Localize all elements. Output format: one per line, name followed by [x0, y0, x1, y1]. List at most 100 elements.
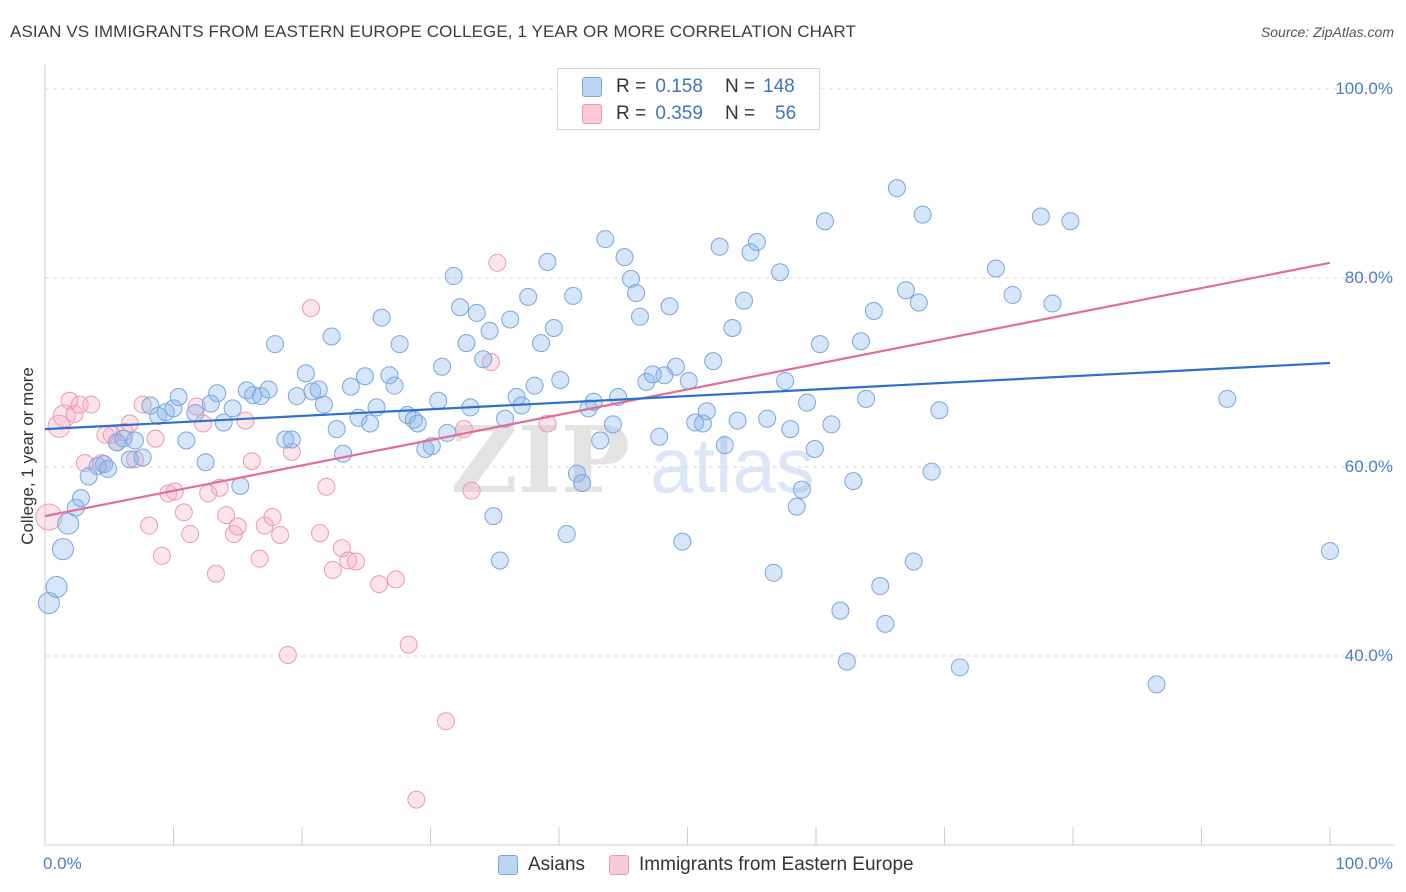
- point-immigrants: [263, 508, 282, 527]
- x-tick-label: 100.0%: [1335, 854, 1393, 873]
- legend-r-label: R =: [616, 76, 647, 97]
- point-asians: [266, 335, 285, 354]
- legend-item-asians: Asians: [498, 854, 585, 876]
- point-asians: [480, 321, 499, 340]
- point-asians: [196, 453, 215, 472]
- watermark-atlas: atlas: [650, 421, 815, 509]
- point-asians: [621, 269, 640, 288]
- point-asians: [573, 474, 592, 493]
- legend-row-asians: R = 0.158 N = 148: [582, 76, 795, 98]
- point-asians: [169, 388, 188, 407]
- watermark-zip: ZIP: [451, 406, 630, 514]
- point-immigrants: [242, 452, 261, 471]
- point-asians: [37, 592, 60, 615]
- trend-line-immigrants: [44, 261, 1331, 518]
- point-immigrants: [60, 391, 79, 410]
- point-asians: [372, 308, 391, 327]
- point-asians: [673, 532, 692, 551]
- point-asians: [467, 303, 486, 322]
- point-immigrants: [370, 575, 389, 594]
- point-asians: [408, 414, 427, 433]
- point-asians: [201, 394, 220, 413]
- point-asians: [361, 414, 380, 433]
- point-asians: [433, 357, 452, 376]
- point-asians: [896, 281, 915, 300]
- point-immigrants: [206, 564, 225, 583]
- y-axis-label: College, 1 year or more: [18, 367, 37, 545]
- point-asians: [792, 480, 811, 499]
- point-immigrants: [488, 253, 507, 272]
- point-asians: [177, 431, 196, 450]
- point-immigrants: [140, 516, 159, 535]
- point-asians: [1043, 294, 1062, 313]
- point-asians: [986, 259, 1005, 278]
- point-asians: [764, 563, 783, 582]
- point-asians: [1031, 207, 1050, 226]
- point-asians: [444, 267, 463, 286]
- point-asians: [660, 297, 679, 316]
- point-asians: [715, 436, 734, 455]
- point-asians: [282, 430, 301, 449]
- point-asians: [538, 252, 557, 271]
- legend-n-value: 148: [763, 76, 795, 97]
- legend-r-label: R =: [616, 103, 647, 124]
- legend-swatch-asians: [498, 855, 518, 875]
- point-asians: [223, 399, 242, 418]
- point-asians: [327, 420, 346, 439]
- point-asians: [71, 489, 90, 508]
- point-immigrants: [278, 646, 297, 665]
- point-asians: [844, 472, 863, 491]
- point-asians: [390, 335, 409, 354]
- point-asians: [237, 381, 256, 400]
- point-asians: [303, 382, 322, 401]
- point-asians: [810, 335, 829, 354]
- point-asians: [429, 391, 448, 410]
- point-asians: [322, 327, 341, 346]
- trend-lines: [44, 261, 1331, 518]
- point-immigrants: [35, 503, 63, 531]
- series-immigrants-points: [35, 253, 557, 809]
- point-asians: [930, 401, 949, 420]
- x-tick-label: 0.0%: [43, 854, 82, 873]
- legend-n-label: N =: [724, 103, 756, 124]
- point-immigrants: [152, 546, 171, 565]
- point-immigrants: [346, 552, 365, 571]
- point-asians: [341, 377, 360, 396]
- legend-row-immigrants: R = 0.359 N = 56: [582, 103, 796, 125]
- point-asians: [564, 286, 583, 305]
- point-asians: [1321, 542, 1339, 561]
- point-asians: [355, 367, 374, 386]
- point-asians: [532, 334, 551, 353]
- point-asians: [666, 357, 685, 376]
- point-immigrants: [217, 506, 236, 525]
- point-asians: [525, 376, 544, 395]
- point-immigrants: [538, 414, 557, 433]
- point-asians: [864, 302, 883, 321]
- point-asians: [544, 319, 563, 338]
- point-asians: [314, 395, 333, 414]
- watermark: ZIP atlas: [451, 406, 815, 514]
- point-immigrants: [271, 526, 290, 544]
- point-asians: [496, 409, 515, 428]
- point-asians: [1061, 212, 1080, 231]
- axes: [44, 65, 1395, 846]
- point-immigrants: [181, 525, 200, 544]
- point-asians: [296, 364, 315, 383]
- legend-n-label: N =: [724, 76, 756, 97]
- y-tick-label: 100.0%: [1335, 79, 1393, 98]
- point-immigrants: [125, 450, 144, 469]
- point-asians: [484, 507, 503, 526]
- point-asians: [741, 243, 760, 262]
- point-asians: [787, 497, 806, 516]
- point-immigrants: [146, 429, 165, 448]
- point-immigrants: [301, 299, 320, 318]
- point-asians: [596, 230, 615, 249]
- point-asians: [251, 387, 270, 406]
- point-asians: [704, 352, 723, 371]
- point-asians: [851, 332, 870, 351]
- point-asians: [457, 334, 476, 353]
- point-asians: [904, 552, 923, 571]
- legend-swatch-asians: [582, 77, 602, 97]
- point-asians: [133, 448, 152, 467]
